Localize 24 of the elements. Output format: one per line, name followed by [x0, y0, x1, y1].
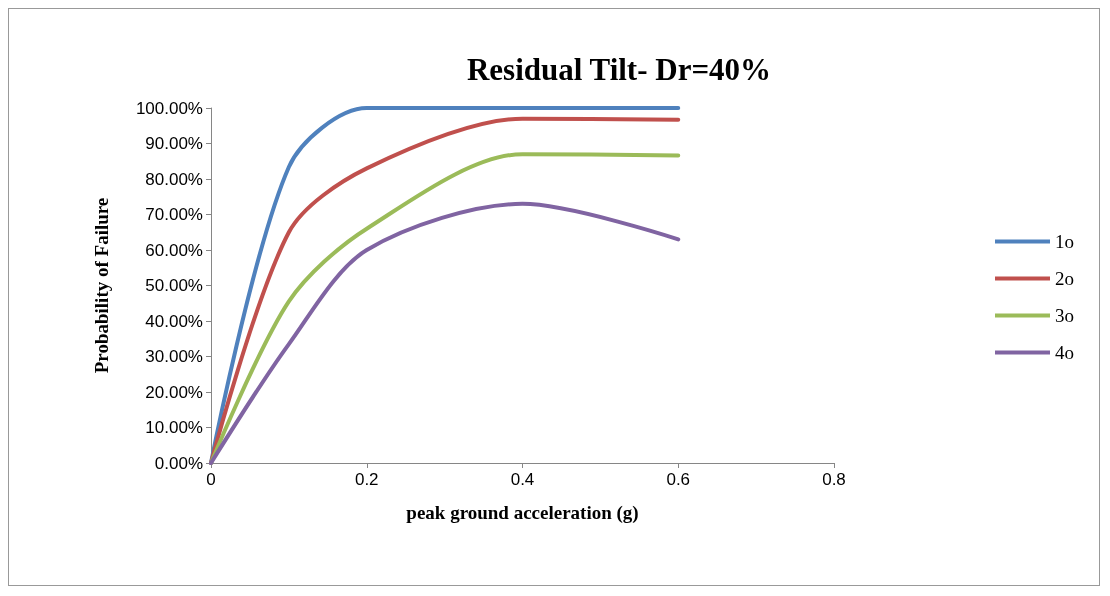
legend-label: 1o — [1055, 231, 1074, 252]
x-tick-label: 0.2 — [354, 470, 379, 489]
x-tick-label: 0.6 — [666, 470, 691, 489]
y-tick-label: 70.00% — [145, 205, 203, 224]
x-axis-title: peak ground acceleration (g) — [406, 502, 639, 524]
legend-label: 4o — [1055, 342, 1074, 363]
line-series — [209, 201, 681, 465]
y-axis-title: Probability of Failure — [91, 197, 112, 374]
y-tick-label: 90.00% — [145, 134, 203, 153]
y-tick-label: 10.00% — [145, 418, 203, 437]
x-tick-label: 0.8 — [822, 470, 846, 489]
legend-label: 2o — [1055, 268, 1074, 289]
y-tick-label: 80.00% — [145, 169, 203, 189]
y-tick-label: 40.00% — [145, 311, 203, 331]
y-tick-label: 60.00% — [145, 240, 203, 260]
x-tick-label: 0 — [206, 470, 216, 489]
y-tick-label: 0.00% — [154, 453, 203, 473]
x-tick-label: 0.4 — [510, 470, 535, 489]
y-tick-label: 30.00% — [145, 347, 203, 366]
y-tick-label: 20.00% — [145, 382, 203, 402]
y-tick-label: 50.00% — [145, 276, 203, 295]
chart-title: Residual Tilt- Dr=40% — [466, 52, 772, 87]
y-tick-label: 100.00% — [135, 98, 203, 118]
legend-label: 3o — [1055, 305, 1074, 326]
